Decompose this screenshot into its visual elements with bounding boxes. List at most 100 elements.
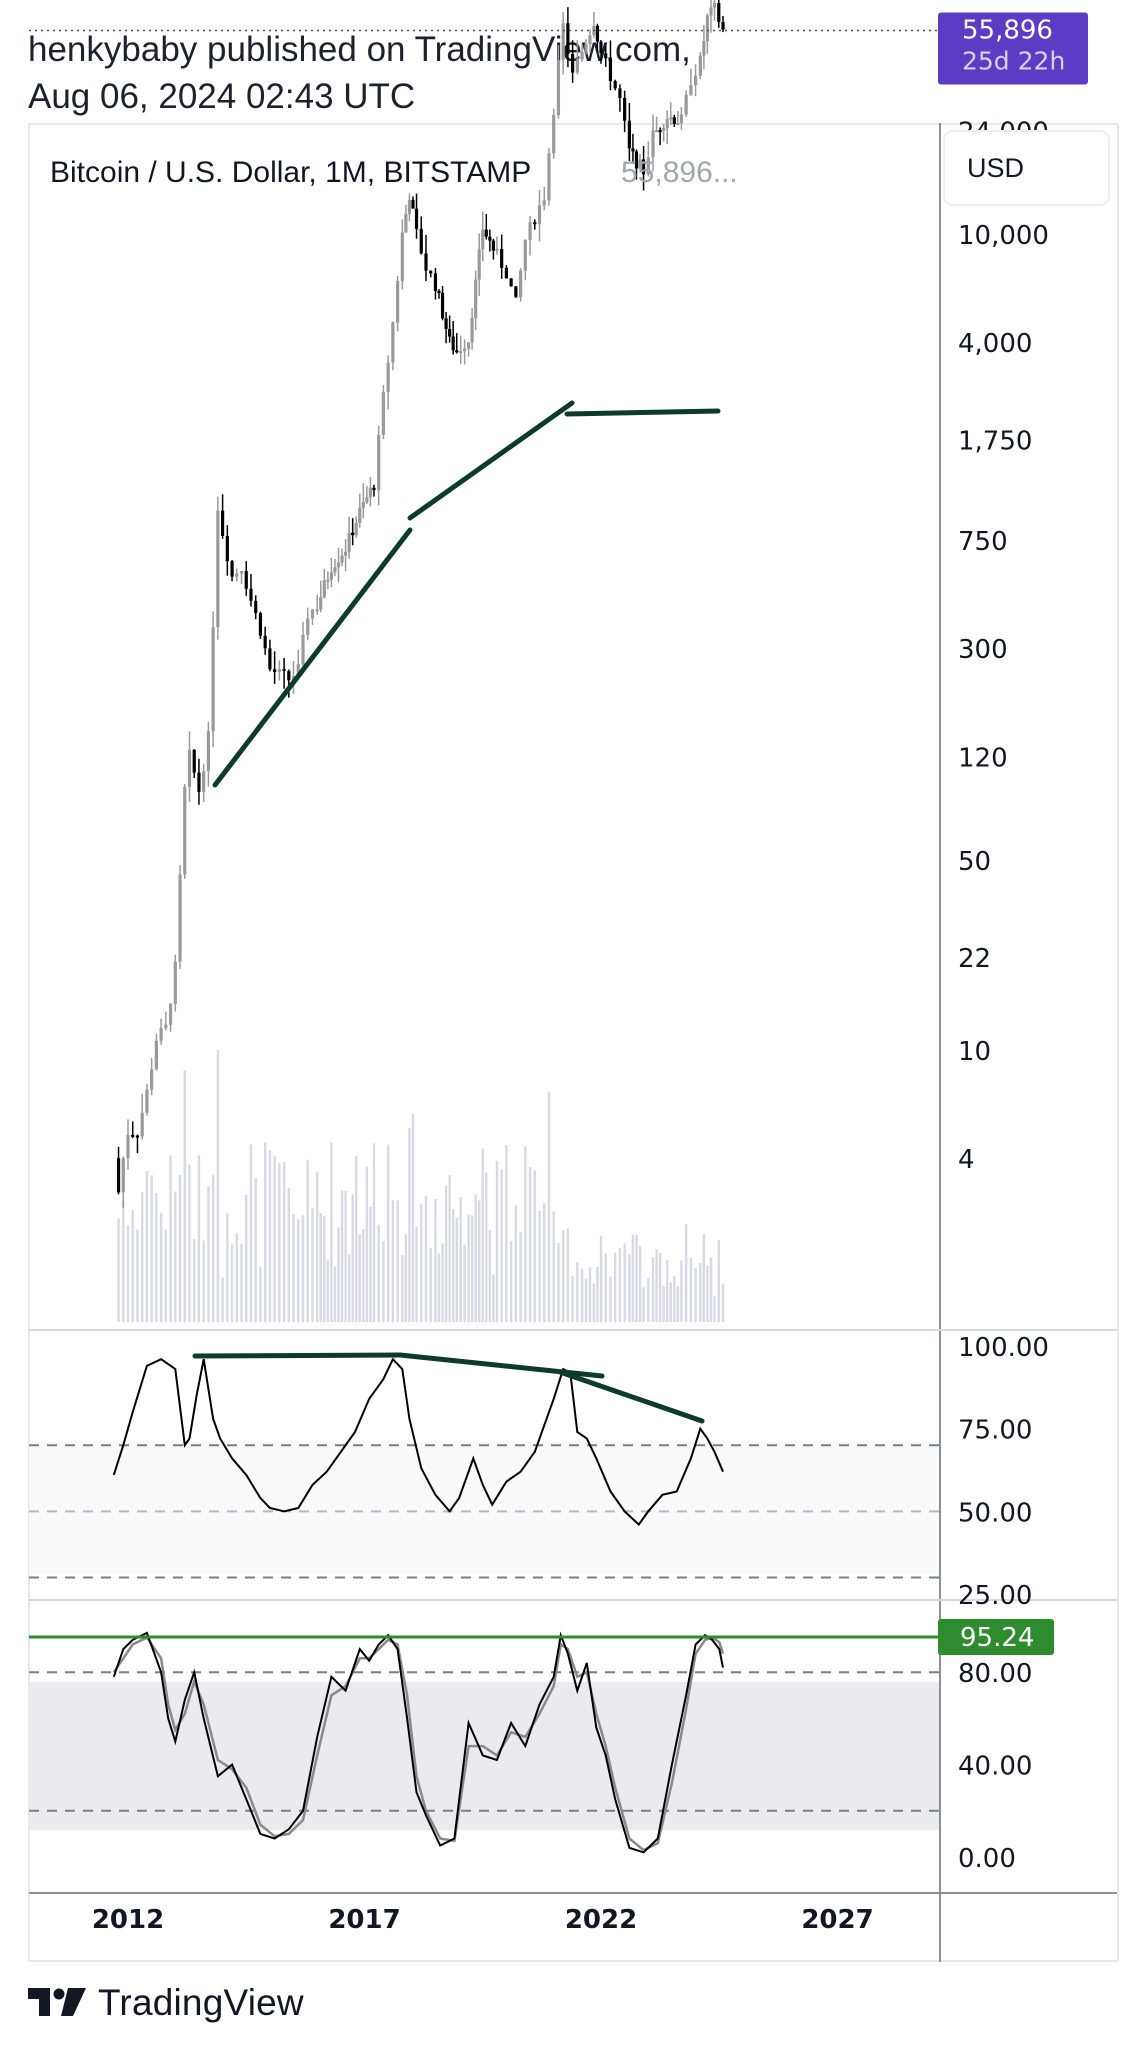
volume-bar bbox=[164, 1229, 168, 1322]
volume-bar bbox=[169, 1155, 172, 1322]
candle-body bbox=[131, 1134, 135, 1137]
trendline-price-3 bbox=[564, 408, 721, 417]
volume-bar bbox=[193, 1238, 196, 1322]
volume-bar bbox=[211, 1175, 215, 1322]
candle-body bbox=[333, 567, 337, 573]
candle-body bbox=[340, 555, 344, 563]
volume-bar bbox=[580, 1268, 584, 1322]
trendlines bbox=[192, 400, 721, 1424]
volume-bar bbox=[642, 1287, 645, 1322]
volume-bar bbox=[689, 1257, 693, 1322]
candle-body bbox=[488, 236, 492, 241]
price-tick-label: 4,000 bbox=[958, 329, 1032, 359]
volume-bar bbox=[717, 1240, 720, 1322]
currency-button[interactable]: USD bbox=[943, 130, 1110, 206]
candle-body bbox=[566, 23, 570, 54]
candle-body bbox=[676, 123, 680, 126]
candle-body bbox=[414, 208, 419, 229]
candle-body bbox=[391, 322, 395, 363]
volume-bar bbox=[145, 1170, 149, 1322]
candle-body bbox=[623, 97, 627, 121]
candle-body bbox=[533, 222, 537, 225]
candle-body bbox=[580, 51, 584, 60]
price-tick-label: 10 bbox=[958, 1037, 991, 1067]
candle-body bbox=[268, 648, 272, 670]
time-axis-ticks: 2012 2017 2022 2027 bbox=[92, 1905, 874, 1935]
candle-body bbox=[121, 1158, 125, 1193]
candle-body bbox=[613, 81, 617, 89]
candle-body bbox=[277, 668, 281, 673]
candle-body bbox=[429, 270, 433, 274]
volume-bar bbox=[459, 1196, 462, 1322]
volume-bar bbox=[240, 1243, 243, 1322]
candle-body bbox=[178, 874, 182, 962]
candle-body bbox=[481, 229, 485, 250]
candle-body bbox=[202, 771, 206, 792]
volume-bar bbox=[319, 1212, 322, 1322]
volume-bar bbox=[197, 1155, 201, 1322]
candle-body bbox=[662, 128, 666, 131]
candle-body bbox=[173, 961, 177, 1005]
time-tick-label: 2022 bbox=[565, 1905, 637, 1935]
candle-body bbox=[463, 348, 467, 352]
volume-bar bbox=[495, 1160, 499, 1322]
trendline-rsi-2 bbox=[397, 1352, 605, 1379]
volume-bar bbox=[178, 1175, 182, 1322]
volume-bar bbox=[584, 1278, 588, 1322]
volume-bar bbox=[557, 1243, 560, 1322]
volume-bar bbox=[230, 1244, 234, 1322]
volume-bar bbox=[245, 1194, 248, 1322]
volume-bar bbox=[316, 1171, 319, 1322]
volume-bar bbox=[396, 1200, 399, 1322]
volume-bar bbox=[492, 1274, 495, 1322]
volume-bar bbox=[437, 1253, 441, 1322]
candle-body bbox=[466, 342, 471, 349]
chart-frame bbox=[28, 123, 1119, 1962]
candle-body bbox=[377, 434, 381, 491]
candle-body bbox=[433, 273, 438, 291]
candle-body bbox=[484, 229, 488, 237]
volume-bar bbox=[651, 1257, 655, 1322]
volume-bar bbox=[571, 1276, 574, 1322]
candle-body bbox=[358, 507, 362, 524]
candle-body bbox=[354, 523, 358, 536]
volume-bar bbox=[455, 1217, 458, 1322]
price-tick-label: 300 bbox=[958, 635, 1008, 665]
candle-body bbox=[343, 551, 348, 556]
candle-body bbox=[221, 510, 225, 537]
volume-bar bbox=[358, 1234, 361, 1322]
candle-body bbox=[542, 200, 546, 206]
candle-body bbox=[168, 1004, 173, 1025]
candle-body bbox=[249, 588, 253, 601]
volume-bar bbox=[292, 1213, 295, 1322]
volume-bar bbox=[500, 1169, 503, 1322]
candle-body bbox=[282, 668, 286, 672]
candle-body bbox=[631, 148, 635, 152]
volume-bar bbox=[150, 1175, 153, 1322]
candle-body bbox=[159, 1028, 163, 1041]
candle-body bbox=[310, 609, 315, 619]
volume-bar bbox=[592, 1283, 596, 1322]
candle-body bbox=[575, 59, 579, 73]
volume-bar bbox=[183, 1070, 186, 1322]
volume-bar bbox=[547, 1091, 551, 1322]
candle-body bbox=[702, 41, 706, 56]
footer-brand[interactable]: TradingView bbox=[28, 1982, 304, 2024]
volume-bar bbox=[669, 1282, 672, 1322]
candle-body bbox=[455, 350, 459, 353]
bar-countdown-label: 25d 22h bbox=[962, 46, 1065, 75]
candle-body bbox=[381, 392, 386, 435]
time-tick-label: 2012 bbox=[92, 1905, 164, 1935]
candle-body bbox=[404, 214, 408, 233]
volume-bar bbox=[420, 1203, 423, 1322]
volume-bar bbox=[680, 1260, 683, 1322]
volume-bar bbox=[282, 1162, 286, 1322]
rsi-tick-label: 75.00 bbox=[958, 1416, 1032, 1446]
candle-body bbox=[211, 627, 215, 732]
volume-bar bbox=[509, 1240, 513, 1322]
price-tick-label: 22 bbox=[958, 944, 991, 974]
volume-bar bbox=[344, 1190, 347, 1322]
candle-body bbox=[721, 21, 725, 30]
publisher-line: henkybaby published on TradingView.com, bbox=[28, 30, 691, 69]
price-tick-label: 120 bbox=[958, 743, 1008, 773]
